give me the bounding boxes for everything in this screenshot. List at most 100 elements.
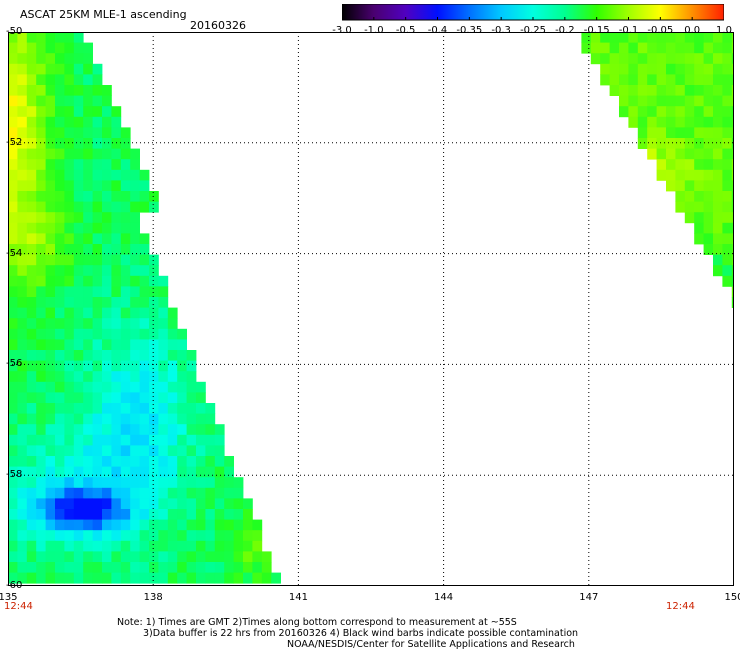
swath-cell <box>83 413 93 425</box>
swath-cell <box>45 424 56 436</box>
swath-cell <box>64 424 75 436</box>
swath-cell <box>684 85 695 96</box>
swath-cell <box>83 74 93 86</box>
swath-cell <box>167 519 178 531</box>
swath-cell <box>73 477 84 489</box>
swath-cell <box>205 519 216 531</box>
swath-cell <box>26 392 37 404</box>
swath-cell <box>36 127 46 139</box>
swath-cell <box>8 540 18 552</box>
swath-cell <box>713 212 723 224</box>
swath-cell <box>158 297 169 308</box>
swath-cell <box>26 138 37 149</box>
swath-cell <box>675 169 686 181</box>
swath-cell <box>64 381 75 393</box>
longitude-label: 135 <box>0 592 18 603</box>
swath-cell <box>64 477 75 489</box>
swath-cell <box>36 222 46 234</box>
swath-cell <box>55 254 65 266</box>
swath-cell <box>186 498 197 510</box>
swath-cell <box>8 392 18 404</box>
swath-cell <box>17 360 28 372</box>
colorbar-tick-label: -0.15 <box>583 25 610 36</box>
swath-cell <box>149 254 159 266</box>
swath-cell <box>647 148 657 160</box>
swath-cell <box>26 360 37 372</box>
swath-cell <box>45 445 56 457</box>
swath-cell <box>17 562 28 573</box>
swath-cell <box>675 127 686 139</box>
swath-cell <box>177 392 187 404</box>
swath-cell <box>73 371 84 383</box>
swath-cell <box>252 562 263 573</box>
swath-cell <box>684 159 695 171</box>
swath-cell <box>722 116 733 128</box>
swath-cell <box>224 540 234 552</box>
swath-cell <box>102 456 112 467</box>
swath-cell <box>45 85 56 96</box>
swath-cell <box>64 540 75 552</box>
swath-cell <box>26 350 37 361</box>
swath-cell <box>139 519 150 531</box>
swath-cell <box>92 212 103 224</box>
swath-cell <box>73 297 84 308</box>
swath-cell <box>64 509 75 520</box>
latitude-label: -50 <box>6 26 23 37</box>
swath-cell <box>158 487 169 499</box>
swath-cell <box>149 509 159 520</box>
swath-cell <box>73 254 84 266</box>
swath-cell <box>731 138 734 149</box>
swath-cell <box>73 381 84 393</box>
swath-cell <box>120 371 131 383</box>
swath-cell <box>158 286 169 298</box>
swath-cell <box>8 254 18 266</box>
swath-cell <box>713 265 723 277</box>
swath-cell <box>55 562 65 573</box>
swath-cell <box>55 63 65 75</box>
swath-cell <box>45 95 56 107</box>
swath-cell <box>243 540 253 552</box>
swath-cell <box>120 265 131 277</box>
swath-cell <box>139 572 150 584</box>
swath-cell <box>186 477 197 489</box>
swath-cell <box>8 530 18 542</box>
swath-cell <box>73 106 84 118</box>
swath-cell <box>83 477 93 489</box>
swath-cell <box>694 212 704 224</box>
swath-cell <box>111 466 122 478</box>
swath-cell <box>55 456 65 467</box>
swath-cell <box>243 551 253 563</box>
swath-cell <box>214 434 225 446</box>
swath-cell <box>186 519 197 531</box>
swath-cell <box>694 222 704 234</box>
swath-cell <box>64 371 75 383</box>
swath-cell <box>731 254 734 266</box>
swath-cell <box>73 169 84 181</box>
swath-cell <box>36 519 46 531</box>
swath-cell <box>186 360 197 372</box>
swath-cell <box>17 540 28 552</box>
swath-cell <box>64 328 75 340</box>
swath-cell <box>731 74 734 86</box>
swath-cell <box>17 42 28 54</box>
swath-cell <box>684 148 695 160</box>
swath-cell <box>722 244 733 255</box>
swath-cell <box>83 392 93 404</box>
swath-cell <box>36 244 46 255</box>
swath-cell <box>703 63 714 75</box>
swath-cell <box>55 222 65 234</box>
swath-cell <box>102 159 112 171</box>
swath-cell <box>92 530 103 542</box>
swath-cell <box>196 519 206 531</box>
swath-cell <box>684 169 695 181</box>
swath-cell <box>167 403 178 414</box>
swath-cell <box>92 519 103 531</box>
swath-cell <box>130 424 140 436</box>
swath-cell <box>36 297 46 308</box>
swath-cell <box>64 339 75 351</box>
swath-cell <box>17 551 28 563</box>
swath-cell <box>26 413 37 425</box>
longitude-label: 138 <box>143 592 163 603</box>
swath-cell <box>92 85 103 96</box>
swath-cell <box>637 106 648 118</box>
